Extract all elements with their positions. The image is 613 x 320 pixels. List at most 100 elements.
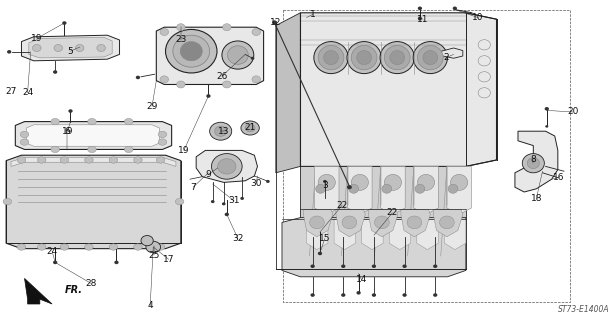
Ellipse shape bbox=[218, 159, 236, 174]
Ellipse shape bbox=[342, 216, 357, 229]
Ellipse shape bbox=[158, 131, 167, 138]
Ellipse shape bbox=[310, 264, 315, 268]
Ellipse shape bbox=[160, 28, 169, 36]
Ellipse shape bbox=[166, 29, 217, 73]
Text: 11: 11 bbox=[417, 15, 428, 24]
Ellipse shape bbox=[223, 81, 231, 88]
Ellipse shape bbox=[318, 174, 335, 190]
Ellipse shape bbox=[310, 293, 315, 297]
Text: 10: 10 bbox=[473, 13, 484, 22]
Ellipse shape bbox=[69, 109, 73, 113]
Ellipse shape bbox=[252, 76, 261, 83]
Text: 31: 31 bbox=[229, 196, 240, 205]
Polygon shape bbox=[368, 210, 398, 237]
Text: 24: 24 bbox=[47, 247, 58, 256]
Text: 4: 4 bbox=[147, 301, 153, 310]
Polygon shape bbox=[336, 210, 365, 237]
Ellipse shape bbox=[175, 198, 184, 205]
Ellipse shape bbox=[433, 293, 438, 297]
Ellipse shape bbox=[63, 21, 66, 25]
Text: 19: 19 bbox=[31, 34, 42, 43]
Ellipse shape bbox=[135, 76, 140, 79]
Text: ST73-E1400A: ST73-E1400A bbox=[558, 305, 610, 314]
Ellipse shape bbox=[390, 51, 405, 65]
Ellipse shape bbox=[310, 216, 324, 229]
Ellipse shape bbox=[382, 184, 392, 193]
Ellipse shape bbox=[160, 76, 169, 83]
Ellipse shape bbox=[349, 184, 359, 193]
Ellipse shape bbox=[156, 244, 165, 250]
Ellipse shape bbox=[146, 241, 161, 253]
Ellipse shape bbox=[54, 44, 63, 52]
Ellipse shape bbox=[37, 244, 46, 250]
Polygon shape bbox=[348, 166, 372, 214]
Ellipse shape bbox=[356, 291, 360, 295]
Polygon shape bbox=[515, 131, 558, 192]
Ellipse shape bbox=[418, 17, 422, 20]
Ellipse shape bbox=[415, 184, 425, 193]
Polygon shape bbox=[282, 218, 466, 277]
Ellipse shape bbox=[85, 157, 93, 163]
Ellipse shape bbox=[357, 51, 371, 65]
Polygon shape bbox=[401, 210, 430, 237]
Text: 5: 5 bbox=[67, 47, 74, 56]
Text: FR.: FR. bbox=[64, 284, 82, 295]
Ellipse shape bbox=[124, 146, 133, 153]
Ellipse shape bbox=[440, 216, 454, 229]
Polygon shape bbox=[276, 13, 300, 173]
Polygon shape bbox=[26, 125, 159, 146]
Ellipse shape bbox=[97, 44, 105, 52]
Text: 14: 14 bbox=[356, 276, 367, 284]
Ellipse shape bbox=[32, 44, 41, 52]
Ellipse shape bbox=[522, 154, 544, 173]
Ellipse shape bbox=[351, 45, 377, 70]
Ellipse shape bbox=[114, 260, 119, 264]
Ellipse shape bbox=[384, 174, 402, 190]
Ellipse shape bbox=[109, 157, 118, 163]
Polygon shape bbox=[25, 278, 52, 304]
Polygon shape bbox=[444, 219, 466, 250]
Ellipse shape bbox=[341, 293, 346, 297]
Polygon shape bbox=[362, 219, 383, 250]
Ellipse shape bbox=[323, 180, 327, 183]
Ellipse shape bbox=[88, 118, 96, 125]
Ellipse shape bbox=[88, 146, 96, 153]
Ellipse shape bbox=[371, 264, 376, 268]
Ellipse shape bbox=[37, 157, 46, 163]
Ellipse shape bbox=[403, 264, 407, 268]
Ellipse shape bbox=[240, 197, 244, 200]
Ellipse shape bbox=[546, 125, 549, 128]
Ellipse shape bbox=[347, 42, 381, 74]
Text: 32: 32 bbox=[232, 234, 243, 243]
Polygon shape bbox=[300, 13, 497, 166]
Ellipse shape bbox=[423, 51, 438, 65]
Text: 12: 12 bbox=[270, 18, 281, 27]
Polygon shape bbox=[6, 155, 181, 249]
Text: 28: 28 bbox=[85, 279, 96, 288]
Text: 15: 15 bbox=[319, 234, 330, 243]
Text: 23: 23 bbox=[175, 36, 186, 44]
Polygon shape bbox=[314, 166, 339, 214]
Text: 18: 18 bbox=[531, 194, 542, 203]
Ellipse shape bbox=[222, 41, 254, 69]
Text: 20: 20 bbox=[568, 108, 579, 116]
Text: 21: 21 bbox=[245, 124, 256, 132]
Ellipse shape bbox=[272, 20, 277, 24]
Ellipse shape bbox=[318, 252, 322, 255]
Ellipse shape bbox=[134, 244, 142, 250]
Ellipse shape bbox=[452, 6, 457, 10]
Ellipse shape bbox=[177, 24, 185, 31]
Ellipse shape bbox=[3, 198, 12, 205]
Ellipse shape bbox=[347, 185, 352, 189]
Ellipse shape bbox=[180, 42, 202, 61]
Polygon shape bbox=[21, 35, 120, 61]
Ellipse shape bbox=[418, 6, 422, 10]
Ellipse shape bbox=[433, 264, 438, 268]
Polygon shape bbox=[433, 210, 463, 237]
Text: 30: 30 bbox=[251, 179, 262, 188]
Text: 19: 19 bbox=[178, 146, 189, 155]
Text: 26: 26 bbox=[216, 72, 227, 81]
Ellipse shape bbox=[85, 244, 93, 250]
Ellipse shape bbox=[60, 157, 69, 163]
Ellipse shape bbox=[206, 94, 211, 98]
